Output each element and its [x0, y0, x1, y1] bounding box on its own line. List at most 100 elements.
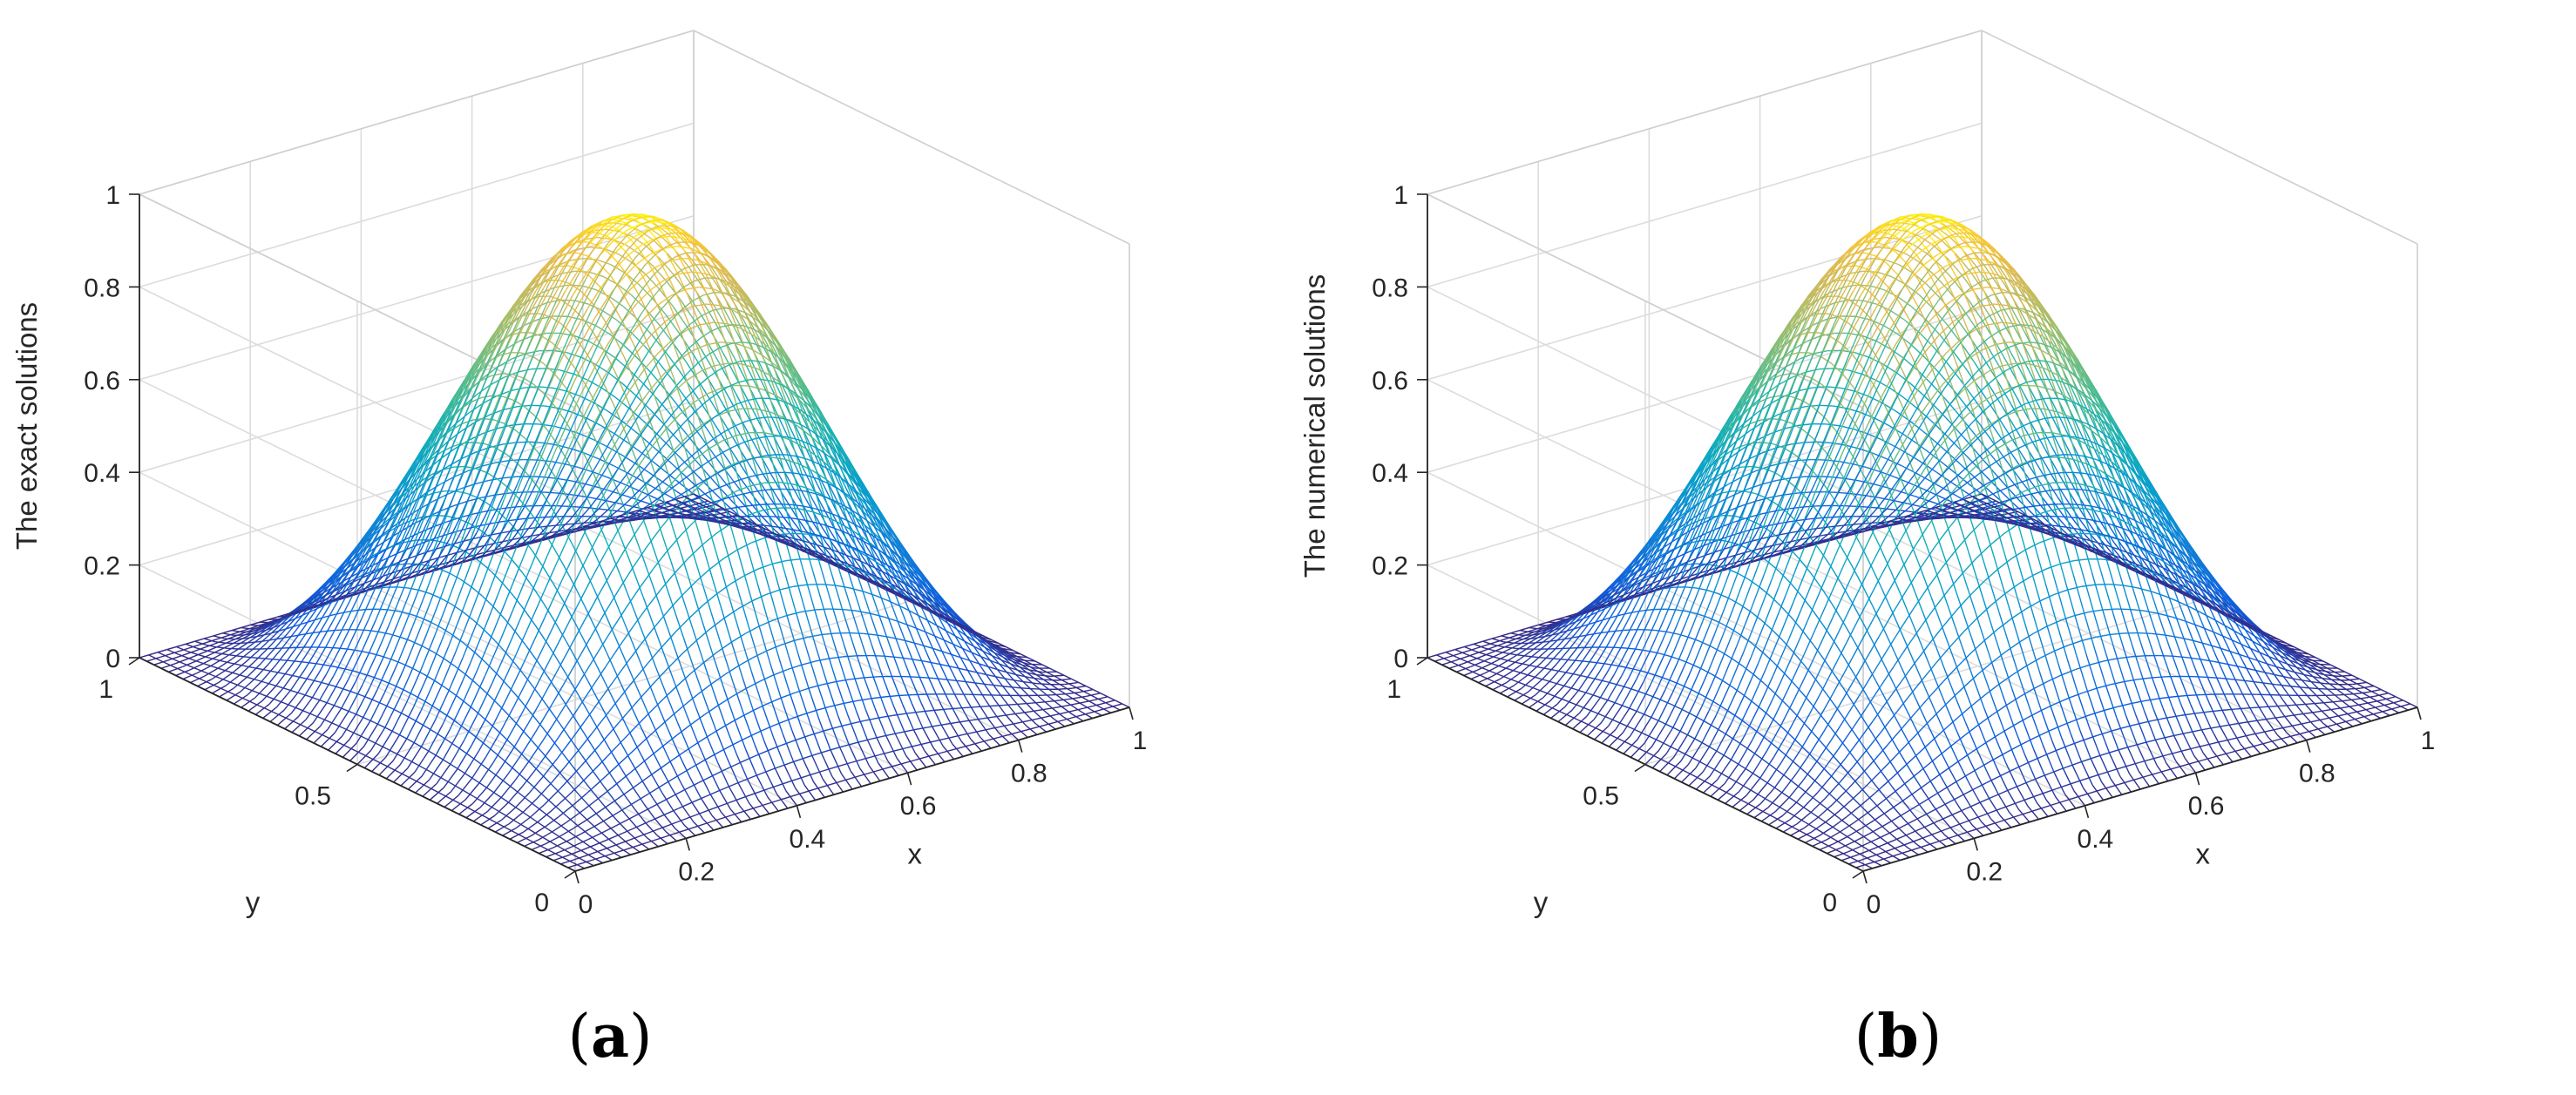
mesh-segment [666, 507, 681, 512]
mesh-segment [593, 332, 605, 351]
mesh-segment [557, 266, 573, 289]
mesh-segment [691, 446, 703, 456]
mesh-segment [726, 797, 742, 805]
mesh-segment [528, 740, 544, 762]
mesh-segment [546, 676, 559, 693]
mesh-segment [383, 623, 398, 658]
mesh-segment [815, 493, 827, 498]
mesh-segment [268, 666, 283, 685]
mesh-segment [669, 225, 681, 230]
mesh-segment [787, 664, 802, 671]
mesh-segment [837, 723, 851, 728]
mesh-segment [378, 517, 391, 529]
mesh-segment [767, 796, 779, 812]
mesh-segment [811, 436, 827, 451]
mesh-segment [921, 595, 934, 618]
mesh-segment [708, 347, 721, 355]
mesh-segment [909, 676, 922, 704]
mesh-segment [1094, 706, 1108, 713]
mesh-segment [677, 246, 692, 249]
mesh-segment [983, 737, 998, 742]
mesh-segment [654, 246, 668, 255]
mesh-segment [518, 542, 530, 547]
mesh-segment [572, 230, 584, 241]
mesh-segment [299, 708, 311, 715]
mesh-segment [531, 843, 546, 851]
mesh-segment [330, 703, 342, 709]
mesh-segment [787, 429, 800, 464]
mesh-segment [836, 515, 848, 521]
mesh-segment [412, 667, 424, 675]
mesh-segment [493, 384, 506, 414]
mesh-segment [1031, 701, 1046, 704]
mesh-segment [813, 511, 828, 518]
mesh-segment [494, 507, 507, 530]
mesh-segment [841, 609, 854, 645]
mesh-segment [664, 256, 676, 265]
mesh-segment [825, 479, 838, 513]
mesh-segment [928, 598, 940, 607]
mesh-segment [693, 821, 705, 834]
mesh-segment [349, 555, 361, 572]
mesh-segment [721, 401, 736, 427]
mesh-segment [600, 733, 613, 753]
mesh-segment [543, 288, 559, 315]
mesh-segment [680, 551, 692, 586]
mesh-segment [717, 497, 729, 502]
mesh-segment [678, 827, 693, 834]
mesh-segment [261, 685, 277, 702]
mesh-segment [631, 213, 642, 216]
mesh-segment [845, 568, 858, 575]
mesh-segment [681, 230, 694, 243]
mesh-segment [818, 540, 834, 559]
mesh-segment [622, 826, 637, 835]
grid-line [1427, 400, 1983, 566]
mesh-segment [615, 227, 627, 237]
mesh-segment [319, 705, 336, 727]
mesh-segment [871, 654, 885, 657]
mesh-segment [451, 783, 464, 791]
mesh-segment [390, 625, 406, 660]
mesh-segment [808, 684, 824, 689]
mesh-segment [703, 257, 716, 278]
mesh-segment [744, 312, 760, 339]
mesh-segment [906, 585, 919, 593]
mesh-segment [708, 487, 720, 493]
mesh-segment [721, 812, 733, 826]
mesh-segment [749, 504, 760, 507]
mesh-segment [466, 407, 482, 443]
mesh-segment [641, 729, 656, 744]
mesh-segment [695, 707, 708, 738]
mesh-segment [810, 412, 826, 430]
mesh-segment [827, 560, 839, 566]
mesh-segment [644, 407, 660, 427]
mesh-segment [247, 680, 262, 696]
mesh-segment [439, 505, 454, 512]
mesh-segment [490, 748, 502, 760]
mesh-segment [471, 586, 483, 597]
mesh-segment [792, 504, 803, 507]
mesh-segment [661, 572, 674, 606]
mesh-segment [763, 471, 775, 475]
mesh-segment [924, 577, 937, 591]
mesh-segment [438, 423, 451, 449]
mesh-segment [738, 521, 750, 528]
mesh-segment [988, 733, 1001, 747]
mesh-segment [773, 535, 786, 575]
mesh-segment [311, 585, 324, 598]
mesh-segment [459, 442, 475, 479]
mesh-segment [529, 405, 542, 434]
mesh-segment [1055, 681, 1068, 690]
mesh-segment [294, 660, 306, 663]
mesh-segment [673, 500, 688, 506]
mesh-segment [682, 638, 695, 671]
mesh-segment [542, 524, 557, 528]
mesh-segment [404, 532, 419, 541]
mesh-segment [743, 310, 756, 337]
mesh-segment [716, 517, 729, 556]
mesh-segment [861, 552, 877, 563]
mesh-segment [567, 315, 582, 321]
mesh-segment [891, 571, 906, 592]
mesh-segment [773, 348, 789, 376]
mesh-segment [1015, 673, 1030, 679]
